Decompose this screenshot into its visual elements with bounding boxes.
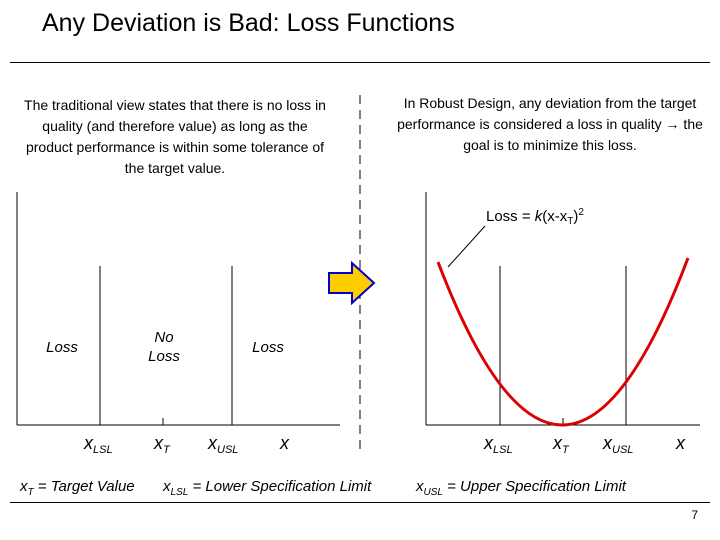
formula-pointer (447, 225, 486, 268)
top-rule (10, 62, 710, 63)
right-xusl-label: xUSL (603, 433, 634, 456)
left-x-label: x (280, 433, 289, 453)
no-loss-label: No Loss (148, 329, 180, 365)
legend-lsl: xLSL = Lower Specification Limit (163, 478, 372, 498)
bottom-rule (10, 502, 710, 503)
page-number: 7 (691, 508, 698, 522)
legend-usl: xUSL = Upper Specification Limit (416, 478, 626, 498)
quadratic-loss-curve (436, 257, 690, 427)
traditional-view-text: The traditional view states that there i… (24, 97, 326, 176)
right-arrow-icon (328, 260, 376, 306)
right-x-label: x (676, 433, 685, 453)
left-xlsl-label: xLSL (84, 433, 113, 456)
legend-target: xT = Target Value (20, 478, 135, 498)
left-loss-label: Loss (46, 339, 78, 356)
slide-title: Any Deviation is Bad: Loss Functions (42, 9, 455, 37)
left-xt-label: xT (154, 433, 170, 456)
left-xusl-label: xUSL (208, 433, 239, 456)
loss-formula: Loss = k(x-xT)2 (486, 207, 584, 227)
right-xlsl-label: xLSL (484, 433, 513, 456)
robust-design-text: In Robust Design, any deviation from the… (397, 95, 703, 153)
right-loss-label: Loss (252, 339, 284, 356)
right-xt-label: xT (553, 433, 569, 456)
